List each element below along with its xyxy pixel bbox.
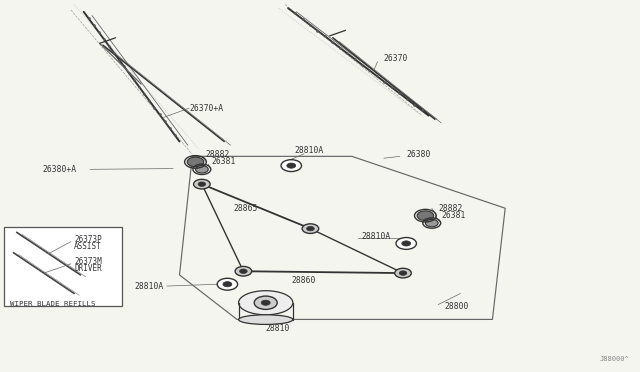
Text: 28810A: 28810A <box>294 146 324 155</box>
Text: 28882: 28882 <box>205 150 229 159</box>
Text: 28810: 28810 <box>266 324 290 333</box>
Circle shape <box>396 237 417 249</box>
Text: WIPER BLADE REFILLS: WIPER BLADE REFILLS <box>10 301 96 307</box>
Ellipse shape <box>239 291 293 315</box>
Circle shape <box>217 278 237 290</box>
Circle shape <box>261 300 270 305</box>
Text: 28810A: 28810A <box>134 282 164 291</box>
Circle shape <box>198 182 205 186</box>
Circle shape <box>223 282 232 287</box>
Text: 28860: 28860 <box>291 276 316 285</box>
Circle shape <box>195 166 208 173</box>
Text: 26380: 26380 <box>406 150 431 159</box>
Circle shape <box>399 271 407 275</box>
Text: J88000^: J88000^ <box>600 356 630 362</box>
Circle shape <box>281 160 301 171</box>
Ellipse shape <box>239 315 293 324</box>
Text: 28800: 28800 <box>445 302 469 311</box>
Text: ASSIST: ASSIST <box>74 242 102 251</box>
Text: 26373M: 26373M <box>74 257 102 266</box>
Text: 28865: 28865 <box>234 204 258 213</box>
Circle shape <box>254 296 277 310</box>
Text: 28810A: 28810A <box>362 231 391 241</box>
Circle shape <box>426 219 438 227</box>
Circle shape <box>235 266 252 276</box>
Circle shape <box>239 269 247 273</box>
Text: 26373P: 26373P <box>74 235 102 244</box>
Text: 26381: 26381 <box>211 157 236 166</box>
Text: 26370: 26370 <box>384 54 408 62</box>
Circle shape <box>402 241 411 246</box>
Text: DRIVER: DRIVER <box>74 264 102 273</box>
Circle shape <box>302 224 319 234</box>
Text: 26381: 26381 <box>442 211 466 220</box>
Text: 28882: 28882 <box>438 204 463 213</box>
Bar <box>4 227 122 307</box>
Circle shape <box>287 163 296 168</box>
Circle shape <box>395 268 412 278</box>
Text: 26370+A: 26370+A <box>189 104 223 113</box>
Text: 26380+A: 26380+A <box>42 165 76 174</box>
Circle shape <box>417 211 434 221</box>
Circle shape <box>193 179 210 189</box>
Circle shape <box>307 227 314 231</box>
Circle shape <box>187 157 204 167</box>
